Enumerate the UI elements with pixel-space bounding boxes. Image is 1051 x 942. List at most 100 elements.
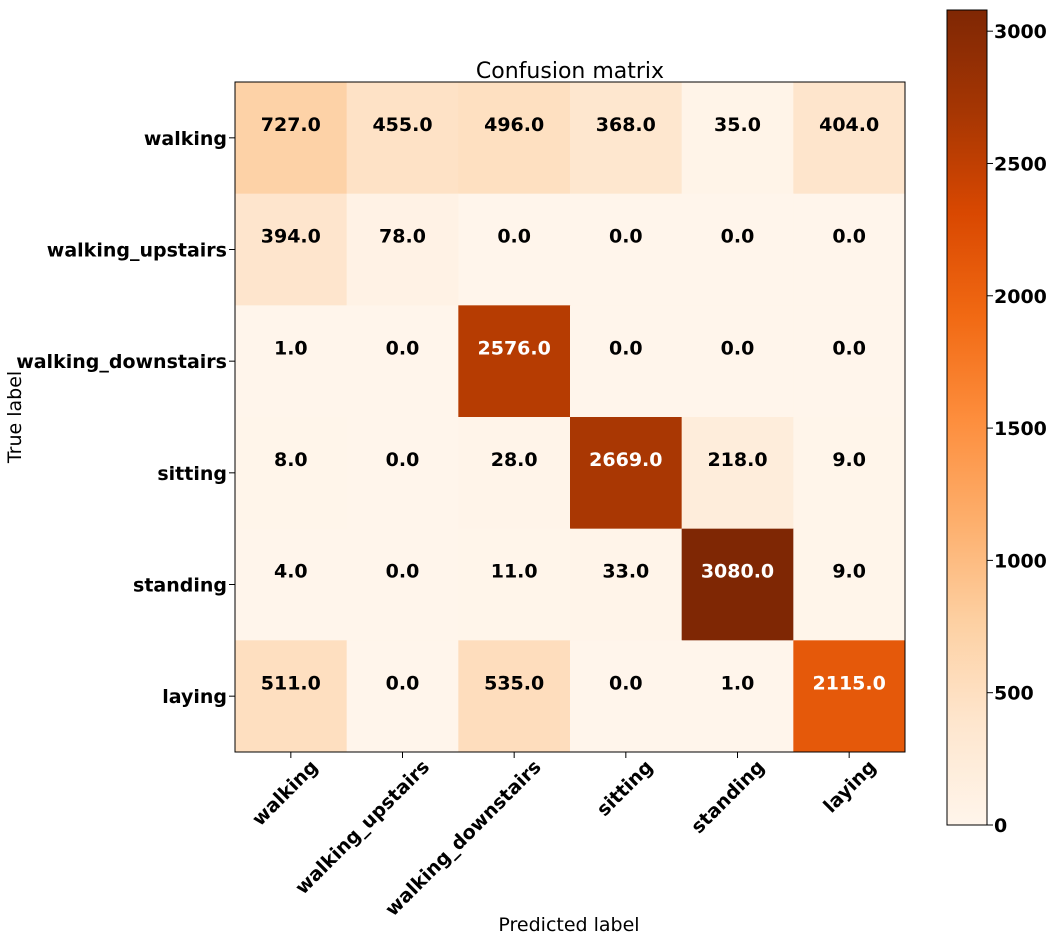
heatmap-cell <box>570 640 683 753</box>
heatmap-cell <box>346 82 459 195</box>
cell-value-label: 218.0 <box>707 449 767 471</box>
y-axis-label: True label <box>4 371 26 464</box>
cell-value-label: 404.0 <box>819 114 879 136</box>
heatmap-cell <box>235 528 348 641</box>
x-tick-label: walking <box>248 756 322 830</box>
cell-value-label: 2115.0 <box>813 672 886 694</box>
cell-value-label: 33.0 <box>602 561 649 583</box>
heatmap-cell <box>346 640 459 753</box>
cell-value-label: 535.0 <box>484 672 544 694</box>
y-tick-label: sitting <box>157 463 227 485</box>
cell-value-label: 11.0 <box>491 561 538 583</box>
heatmap-cell <box>681 193 794 306</box>
heatmap-cell <box>458 193 571 306</box>
plot-frame <box>234 81 906 753</box>
heatmap-cells <box>235 82 906 753</box>
y-tick-label: standing <box>133 575 227 597</box>
cell-value-label: 0.0 <box>386 449 420 471</box>
heatmap-cell <box>458 640 571 753</box>
heatmap-cell <box>458 528 571 641</box>
cell-value-label: 8.0 <box>274 449 308 471</box>
cell-value-label: 2669.0 <box>589 449 662 471</box>
chart-title: Confusion matrix <box>476 59 664 84</box>
cell-value-label: 9.0 <box>832 449 866 471</box>
heatmap-cell <box>793 82 906 195</box>
colorbar-ticks: 0 500 1000 1500 2000 2500 3000 <box>987 21 1047 837</box>
cell-value-label: 0.0 <box>721 226 755 248</box>
cell-value-label: 35.0 <box>714 114 761 136</box>
heatmap-cell <box>793 417 906 530</box>
heatmap-cell <box>235 193 348 306</box>
cell-value-label: 0.0 <box>386 672 420 694</box>
cell-value-label: 368.0 <box>596 114 656 136</box>
heatmap-cell <box>346 305 459 418</box>
x-tick-label: standing <box>687 756 769 838</box>
cell-value-label: 0.0 <box>832 226 866 248</box>
heatmap-cell <box>235 305 348 418</box>
colorbar-tick-label: 3000 <box>994 21 1047 43</box>
colorbar-tick-label: 2500 <box>994 153 1047 175</box>
heatmap-cell-labels: 727.0 455.0 496.0 368.0 35.0 404.0 394.0 78.0 0.… <box>261 114 886 694</box>
x-axis-ticks: walkingwalking_upstairswalking_downstair… <box>248 752 881 921</box>
colorbar-tick-label: 2000 <box>994 286 1047 308</box>
cell-value-label: 1.0 <box>721 672 755 694</box>
colorbar-tick-label: 0 <box>994 815 1007 837</box>
cell-value-label: 1.0 <box>274 337 308 359</box>
cell-value-label: 727.0 <box>261 114 321 136</box>
colorbar-tick-label: 1000 <box>994 550 1047 572</box>
cell-value-label: 0.0 <box>832 337 866 359</box>
x-axis-label: Predicted label <box>498 914 639 936</box>
heatmap-cell <box>681 82 794 195</box>
cell-value-label: 78.0 <box>379 226 426 248</box>
cell-value-label: 0.0 <box>497 226 531 248</box>
cell-value-label: 2576.0 <box>478 337 551 359</box>
cell-value-label: 0.0 <box>609 226 643 248</box>
cell-value-label: 3080.0 <box>701 561 774 583</box>
heatmap-cell <box>458 417 571 530</box>
cell-value-label: 0.0 <box>721 337 755 359</box>
cell-value-label: 9.0 <box>832 561 866 583</box>
cell-value-label: 394.0 <box>261 226 321 248</box>
heatmap-cell <box>570 528 683 641</box>
cell-value-label: 0.0 <box>386 561 420 583</box>
cell-value-label: 0.0 <box>609 672 643 694</box>
heatmap-cell <box>346 528 459 641</box>
cell-value-label: 511.0 <box>261 672 321 694</box>
y-tick-label: walking_upstairs <box>47 240 227 262</box>
colorbar-tick-label: 1500 <box>994 418 1047 440</box>
heatmap-cell <box>346 417 459 530</box>
cell-value-label: 4.0 <box>274 561 308 583</box>
heatmap-cell <box>793 640 906 753</box>
cell-value-label: 28.0 <box>491 449 538 471</box>
y-tick-label: laying <box>162 686 227 708</box>
heatmap-cell <box>793 193 906 306</box>
cell-value-label: 0.0 <box>609 337 643 359</box>
y-tick-label: walking <box>144 128 227 150</box>
heatmap-cell <box>346 193 459 306</box>
colorbar-tick-label: 500 <box>994 683 1034 705</box>
heatmap-cell <box>681 528 794 641</box>
heatmap-cell <box>235 417 348 530</box>
heatmap-cell <box>681 417 794 530</box>
heatmap-cell <box>458 305 571 418</box>
colorbar <box>946 9 988 826</box>
heatmap-cell <box>570 82 683 195</box>
heatmap-cell <box>793 305 906 418</box>
heatmap-cell <box>458 82 571 195</box>
heatmap-cell <box>235 640 348 753</box>
heatmap-cell <box>570 417 683 530</box>
y-axis-ticks: walking walking_upstairs walking_downstair… <box>16 128 235 708</box>
cell-value-label: 496.0 <box>484 114 544 136</box>
heatmap-cell <box>570 305 683 418</box>
y-tick-label: walking_downstairs <box>16 351 227 373</box>
x-tick-label: laying <box>819 756 880 817</box>
heatmap-cell <box>793 528 906 641</box>
heatmap-cell <box>570 193 683 306</box>
heatmap-cell <box>681 640 794 753</box>
cell-value-label: 0.0 <box>386 337 420 359</box>
x-tick-label: sitting <box>593 756 658 821</box>
cell-value-label: 455.0 <box>372 114 432 136</box>
heatmap-cell <box>681 305 794 418</box>
heatmap-cell <box>235 82 348 195</box>
